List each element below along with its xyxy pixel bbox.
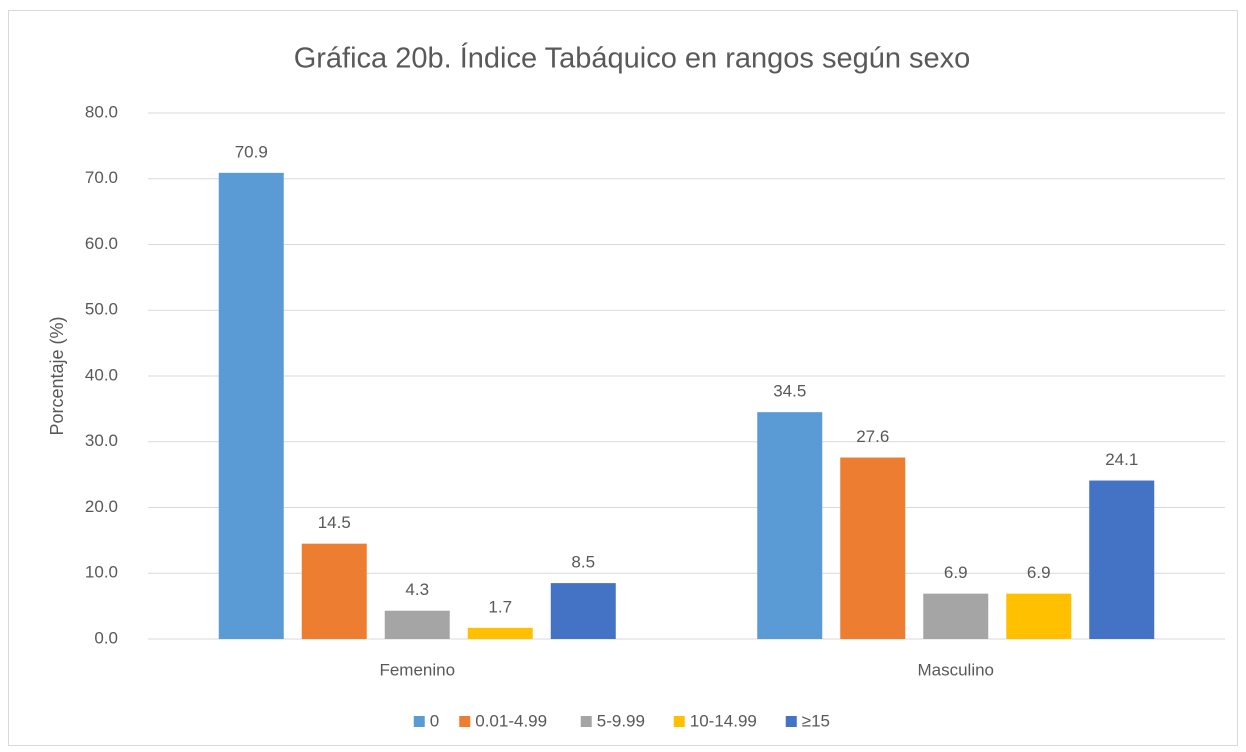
legend-swatch <box>413 716 425 727</box>
y-tick-label: 30.0 <box>85 431 118 450</box>
legend-label: 5-9.99 <box>597 711 645 730</box>
bar <box>840 457 906 639</box>
data-label: 8.5 <box>571 553 595 572</box>
bar <box>218 172 284 639</box>
bar <box>467 627 533 639</box>
legend-swatch <box>459 716 471 727</box>
y-axis-label: Porcentaje (%) <box>47 316 67 435</box>
bar <box>301 543 367 639</box>
bar <box>384 610 450 639</box>
legend-label: 0.01-4.99 <box>475 711 547 730</box>
data-label: 6.9 <box>1027 563 1051 582</box>
legend-swatch <box>785 716 797 727</box>
bar <box>923 593 989 639</box>
chart-title: Gráfica 20b. Índice Tabáquico en rangos … <box>294 42 971 75</box>
y-tick-label: 70.0 <box>85 168 118 187</box>
legend-swatch <box>673 716 685 727</box>
bar <box>757 412 823 639</box>
y-tick-label: 80.0 <box>85 102 118 121</box>
legend-label: 10-14.99 <box>690 711 757 730</box>
y-tick-label: 50.0 <box>85 300 118 319</box>
bar <box>1006 593 1072 639</box>
y-tick-label: 0.0 <box>94 628 118 647</box>
data-label: 34.5 <box>773 382 806 401</box>
legend-label: ≥15 <box>802 711 830 730</box>
data-label: 14.5 <box>318 513 351 532</box>
y-tick-label: 60.0 <box>85 234 118 253</box>
data-label: 24.1 <box>1105 450 1138 469</box>
y-tick-label: 40.0 <box>85 365 118 384</box>
x-tick-label: Femenino <box>379 660 455 679</box>
y-tick-label: 10.0 <box>85 563 118 582</box>
data-label: 1.7 <box>488 597 512 616</box>
data-label: 27.6 <box>856 427 889 446</box>
data-label: 6.9 <box>944 563 968 582</box>
y-tick-label: 20.0 <box>85 497 118 516</box>
x-tick-label: Masculino <box>917 660 994 679</box>
data-label: 70.9 <box>235 142 268 161</box>
data-label: 4.3 <box>405 580 429 599</box>
legend-label: 0 <box>430 711 439 730</box>
bar <box>1089 480 1155 639</box>
bar <box>550 583 616 639</box>
legend-swatch <box>580 716 592 727</box>
